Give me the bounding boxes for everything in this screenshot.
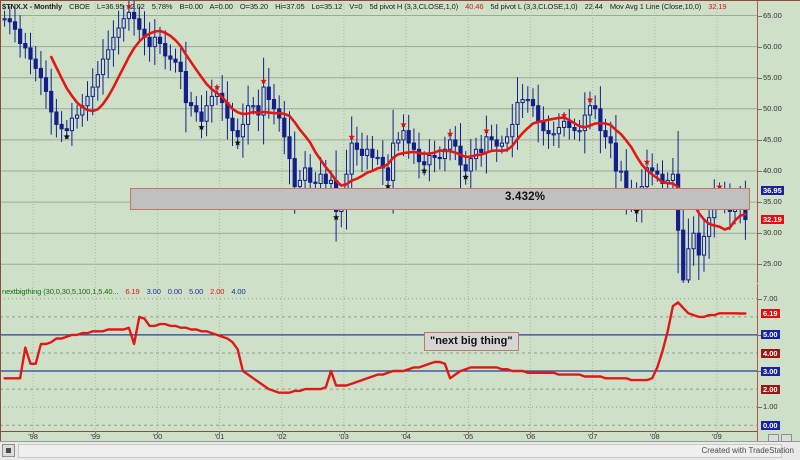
price-tick: 45.00 <box>758 134 782 144</box>
scroll-step-left-icon[interactable] <box>768 434 779 442</box>
date-tick: '98 <box>28 431 38 441</box>
support-zone-band[interactable] <box>130 188 750 210</box>
indicator-value-box: 6.19 <box>761 309 780 318</box>
bottom-bar: Created with TradeStation <box>0 434 800 460</box>
price-pane[interactable] <box>0 0 757 283</box>
chart-top-border <box>0 0 800 1</box>
change-value: 2.02 <box>130 2 145 11</box>
indicator-plot <box>0 284 757 431</box>
date-tick: '05 <box>463 431 474 441</box>
date-tick: '00 <box>152 431 163 441</box>
price-tick: 40.00 <box>758 166 782 175</box>
date-tick: '06 <box>525 431 536 441</box>
price-tick: 25.00 <box>758 259 782 269</box>
indicator-scale-axis[interactable]: 7.005.003.001.006.195.004.003.002.000.00 <box>757 284 800 441</box>
scroll-left-button[interactable] <box>2 444 15 457</box>
exchange-label: CBOE <box>69 2 90 11</box>
price-value-box: 36.95 <box>761 185 784 195</box>
date-tick: '09 <box>712 431 722 441</box>
bid-value: B=0.00 <box>179 2 203 11</box>
price-tick: 35.00 <box>758 197 782 207</box>
scroll-step-buttons[interactable] <box>768 434 794 442</box>
price-tick: 50.00 <box>758 103 782 113</box>
scroll-left-icon <box>6 448 11 453</box>
indicator-value-4: 5.00 <box>188 287 204 296</box>
date-tick: '02 <box>276 431 287 441</box>
date-axis[interactable]: '98 '99 '00 '01 '02 '03 '04 '05 '06 '07 '08 '09 <box>0 431 757 441</box>
indicator-status-line: nextbigthing (30,0,30,5,100,1,5.40... 6.… <box>2 286 251 297</box>
study-pivot-low-label: 5d pivot L (3,3,CLOSE,1,0) <box>490 2 578 11</box>
indicator-value-1: 6.19 <box>125 287 140 296</box>
high-value: Hi=37.05 <box>275 2 305 11</box>
indicator-tick: 1.00 <box>758 402 778 412</box>
indicator-value-6: 4.00 <box>231 287 246 296</box>
date-tick: '08 <box>649 431 660 441</box>
ask-value: A=0.00 <box>209 2 233 11</box>
indicator-value-box: 2.00 <box>761 384 780 394</box>
chart-left-border <box>0 0 1 441</box>
indicator-value-box: 4.00 <box>761 348 780 358</box>
study-pivot-low-value: 22.44 <box>584 2 603 11</box>
date-tick: '01 <box>214 431 225 441</box>
price-scale-axis[interactable]: 65.00 60.00 55.00 50.00 45.00 40.00 35.00 30.00… <box>757 0 800 283</box>
symbol-label: $TNX.X - Monthly <box>2 2 63 11</box>
price-plot <box>0 0 757 283</box>
indicator-tick: 7.00 <box>758 293 778 303</box>
price-tick: 60.00 <box>758 41 782 51</box>
study-mov-avg-value: 32.19 <box>708 2 727 11</box>
date-tick: '07 <box>587 431 598 441</box>
price-tick: 65.00 <box>758 10 782 20</box>
indicator-value-3: 0.00 <box>167 287 182 296</box>
next-big-thing-callout[interactable]: "next big thing" <box>424 332 519 351</box>
support-zone-label: 3.432% <box>505 191 546 203</box>
study-pivot-high-label: 5d pivot H (3,3,CLOSE,1,0) <box>369 2 459 11</box>
study-pivot-high-value: 40.46 <box>465 2 484 11</box>
indicator-name: nextbigthing (30,0,30,5,100,1,5.40... <box>2 287 119 296</box>
date-tick: '03 <box>339 431 349 441</box>
indicator-pane[interactable] <box>0 284 757 431</box>
low-value: Lo=35.12 <box>311 2 343 11</box>
indicator-value-5: 2.00 <box>210 287 225 296</box>
date-tick: '04 <box>401 431 411 441</box>
change-percent: 5.78% <box>151 2 173 11</box>
scroll-step-right-icon[interactable] <box>781 434 792 442</box>
indicator-value-box: 3.00 <box>761 366 780 376</box>
horizontal-scrollbar[interactable] <box>18 444 782 458</box>
chart-canvas[interactable]: 3.432% "next big thing" $TNX.X - Monthly… <box>0 0 800 441</box>
date-tick: '99 <box>90 431 101 441</box>
price-tick: 55.00 <box>758 72 782 82</box>
indicator-value-box: 0.00 <box>761 420 780 430</box>
indicator-value-2: 3.00 <box>146 287 161 296</box>
volume-value: V=0 <box>349 2 363 11</box>
last-price: L=36.95 <box>96 2 124 11</box>
open-value: O=35.20 <box>239 2 269 11</box>
price-tick: 30.00 <box>758 228 782 238</box>
indicator-value-box: 5.00 <box>761 330 780 340</box>
price-status-line: $TNX.X - Monthly CBOE L=36.95 2.02 5.78%… <box>2 1 731 12</box>
study-mov-avg-label: Mov Avg 1 Line (Close,10,0) <box>609 2 702 11</box>
price-value-box: 32.19 <box>761 215 784 225</box>
tradestation-credit: Created with TradeStation <box>701 446 795 455</box>
